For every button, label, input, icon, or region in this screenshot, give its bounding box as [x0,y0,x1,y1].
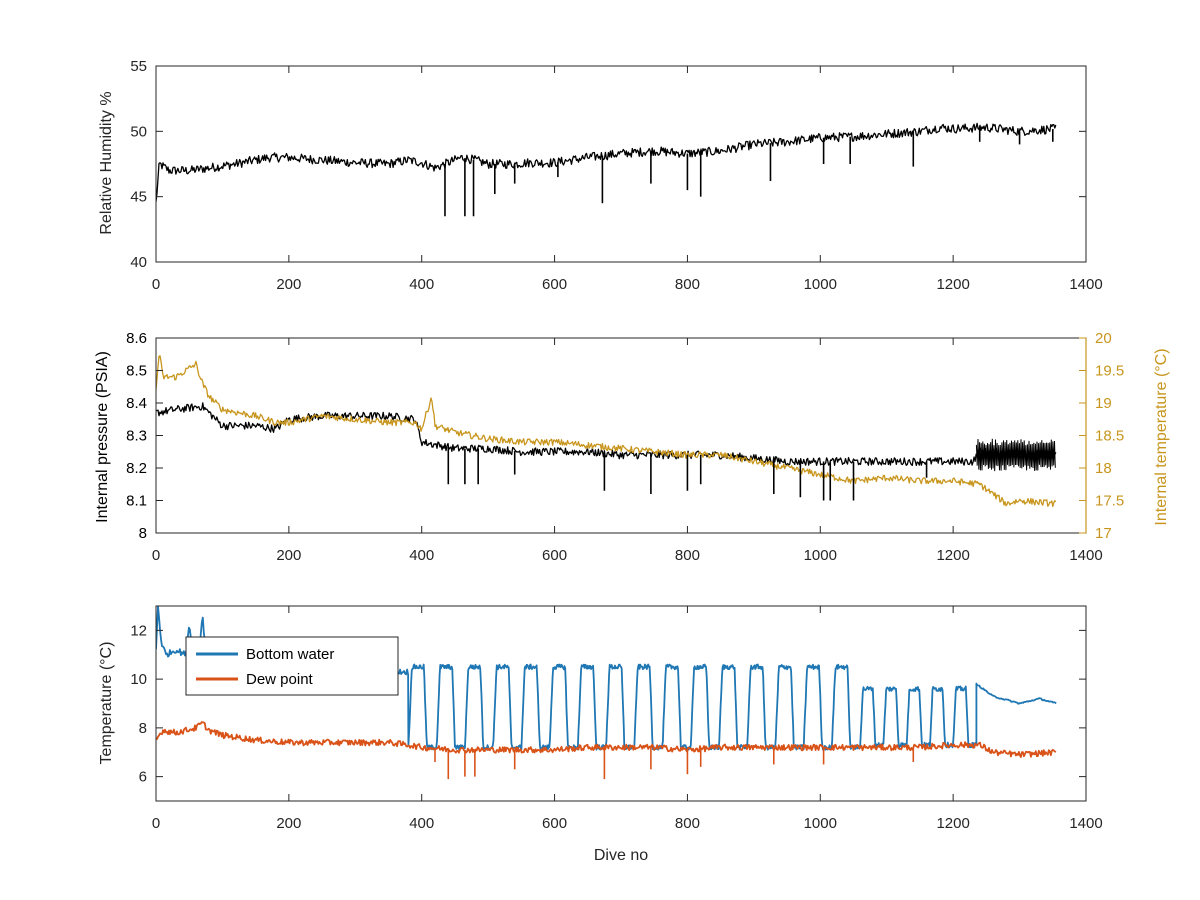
humidity-ytick-label-2: 50 [130,123,147,140]
humidity-panel: Relative Humidity % 0 200 400 600 800 1000 120… [98,58,1103,293]
temperature-xtick-label-6: 1200 [936,815,969,832]
dive-no-xlabel: Dive no [594,847,648,864]
pressure-ytick-label-4: 8.4 [126,395,147,412]
pressure-xtick-label-1: 200 [276,547,301,564]
humidity-xtick-label-7: 1400 [1069,276,1102,293]
legend-label-0: Bottom water [246,646,334,663]
pressure-ytick-right-label-1: 17.5 [1095,493,1124,510]
humidity-xtick-label-3: 600 [542,276,567,293]
pressure-ytick-label-6: 8.6 [126,330,147,347]
pressure-ytick-label-1: 8.1 [126,493,147,510]
temperature-xtick-label-4: 800 [675,815,700,832]
humidity-xtick-label-6: 1200 [936,276,969,293]
pressure-plot-area [156,355,1057,508]
humidity-ytick-label-1: 45 [130,189,147,206]
pressure-oscillation-band [975,438,1056,472]
humidity-xtick-label-4: 800 [675,276,700,293]
temperature-legend-box [185,636,399,696]
pressure-ytick-label-5: 8.5 [126,363,147,380]
pressure-xtick-label-4: 800 [675,547,700,564]
pressure-xtick-label-7: 1400 [1069,547,1102,564]
temperature-ytick-label-3: 12 [130,622,147,639]
humidity-series-0-line [156,122,1057,202]
temperature-xtick-label-0: 0 [152,815,160,832]
temperature-legend: Bottom water Dew point [185,636,399,696]
pressure-ytick-right-label-6: 20 [1095,330,1112,347]
humidity-plot-area [156,122,1057,217]
pressure-xtick-label-6: 1200 [936,547,969,564]
temperature-ytick-label-1: 8 [139,720,147,737]
pressure-series-1-line [156,355,1057,508]
humidity-ylabel: Relative Humidity % [98,91,115,234]
humidity-xtick-label-1: 200 [276,276,301,293]
pressure-ytick-right-label-4: 19 [1095,395,1112,412]
humidity-xtick-label-5: 1000 [804,276,837,293]
pressure-xtick-label-2: 400 [409,547,434,564]
temperature-xtick-label-2: 400 [409,815,434,832]
pressure-xtick-label-3: 600 [542,547,567,564]
humidity-ytick-label-0: 40 [130,254,147,271]
temperature-series-1-line [156,721,1057,758]
pressure-ytick-right-label-0: 17 [1095,525,1112,542]
temperature-xtick-label-7: 1400 [1069,815,1102,832]
temperature-xtick-label-1: 200 [276,815,301,832]
humidity-xtick-label-2: 400 [409,276,434,293]
humidity-axes-box [155,65,1087,263]
humidity-xtick-label-0: 0 [152,276,160,293]
humidity-ytick-label-3: 55 [130,58,147,75]
pressure-ytick-right-label-5: 19.5 [1095,363,1124,380]
temperature-xtick-label-5: 1000 [804,815,837,832]
pressure-xtick-label-5: 1000 [804,547,837,564]
temperature-ylabel: Temperature (°C) [98,642,115,765]
temperature-axes-box [155,605,1087,802]
legend-label-1: Dew point [246,671,314,688]
temperature-ytick-label-2: 10 [130,671,147,688]
pressure-ytick-label-3: 8.3 [126,428,147,445]
temperature-panel: Temperature (°C) Dive no 0 200 400 600 800 10… [98,605,1103,864]
temperature-ytick-label-0: 6 [139,769,147,786]
pressure-xtick-label-0: 0 [152,547,160,564]
internal-temperature-ylabel: Internal temperature (°C) [1153,348,1170,525]
pressure-ylabel: Internal pressure (PSIA) [94,351,111,523]
pressure-ytick-label-2: 8.2 [126,460,147,477]
pressure-panel: Internal pressure (PSIA) Internal temper… [94,330,1170,564]
pressure-ytick-label-0: 8 [139,525,147,542]
pressure-ytick-right-label-2: 18 [1095,460,1112,477]
pressure-ytick-right-label-3: 18.5 [1095,428,1124,445]
temperature-xtick-label-3: 600 [542,815,567,832]
